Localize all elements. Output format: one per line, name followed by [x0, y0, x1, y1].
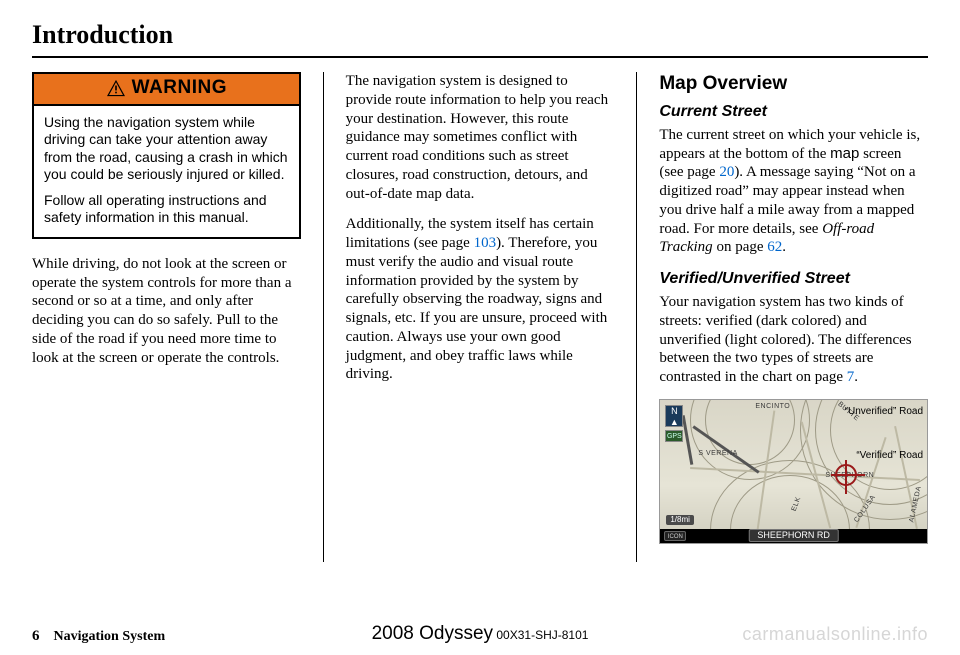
col2-p2: Additionally, the system itself has cert… — [346, 215, 615, 384]
footer-model: 2008 Odyssey 00X31-SHJ-8101 — [372, 623, 589, 645]
road-name: ENCINTO — [755, 403, 790, 412]
map-current-street: SHEEPHORN RD — [748, 529, 839, 542]
map-gps-indicator: GPS — [665, 430, 683, 442]
page-link-103[interactable]: 103 — [474, 235, 497, 251]
map-scale: 1/8mi — [666, 515, 694, 525]
warning-body: Using the navigation system while drivin… — [34, 106, 299, 237]
map-overview-heading: Map Overview — [659, 72, 928, 96]
section-rule — [32, 56, 928, 58]
current-street-heading: Current Street — [659, 102, 928, 122]
map-verified-label: “Verified” Road — [856, 450, 923, 463]
column-2: The navigation system is designed to pro… — [323, 72, 615, 562]
warning-header: WARNING — [34, 74, 299, 106]
col3-p1d: on page — [713, 239, 768, 255]
warning-body-p2: Follow all operating instructions and sa… — [44, 192, 289, 227]
map-unverified-label: “Unverified” Road — [845, 406, 923, 419]
road-name: S VERENA — [698, 450, 737, 459]
columns: WARNING Using the navigation system whil… — [32, 72, 928, 562]
footer-year-model: 2008 Odyssey — [372, 623, 493, 644]
col3-p2a: Your navigation system has two kinds of … — [659, 294, 911, 385]
page-number: 6 — [32, 628, 40, 645]
verified-unverified-heading: Verified/Unverified Street — [659, 269, 928, 289]
col3-p1-map-word: map — [830, 145, 859, 162]
warning-body-p1: Using the navigation system while drivin… — [44, 114, 289, 184]
page-link-62[interactable]: 62 — [767, 239, 782, 255]
column-3: Map Overview Current Street The current … — [636, 72, 928, 562]
map-cursor-icon — [835, 464, 857, 486]
watermark: carmanualsonline.info — [742, 624, 928, 645]
map-north-indicator: N▲ — [665, 405, 683, 427]
col2-p2b: ). Therefore, you must verify the audio … — [346, 235, 608, 382]
warning-box: WARNING Using the navigation system whil… — [32, 72, 301, 239]
page: Introduction WARNING Using the navigatio… — [0, 0, 960, 655]
map-screenshot: ENCINTO BUTTE S VERENA SHEEPHORN ELK COL… — [659, 399, 928, 544]
warning-label: WARNING — [132, 76, 227, 100]
page-footer: 6 Navigation System 2008 Odyssey 00X31-S… — [32, 628, 928, 645]
col3-p2: Your navigation system has two kinds of … — [659, 293, 928, 387]
map-icon-button: ICON — [664, 531, 686, 541]
col3-p2b: . — [854, 369, 858, 385]
col3-p1e: . — [782, 239, 786, 255]
col2-p1: The navigation system is designed to pro… — [346, 72, 615, 203]
page-link-20[interactable]: 20 — [719, 164, 734, 180]
col3-p1: The current street on which your vehicle… — [659, 126, 928, 257]
footer-system-title: Navigation System — [54, 629, 166, 645]
column-1: WARNING Using the navigation system whil… — [32, 72, 301, 562]
col1-p1: While driving, do not look at the screen… — [32, 255, 301, 368]
footer-doc-code: 00X31-SHJ-8101 — [493, 628, 588, 642]
section-title: Introduction — [32, 20, 928, 50]
warning-triangle-icon — [106, 79, 126, 97]
